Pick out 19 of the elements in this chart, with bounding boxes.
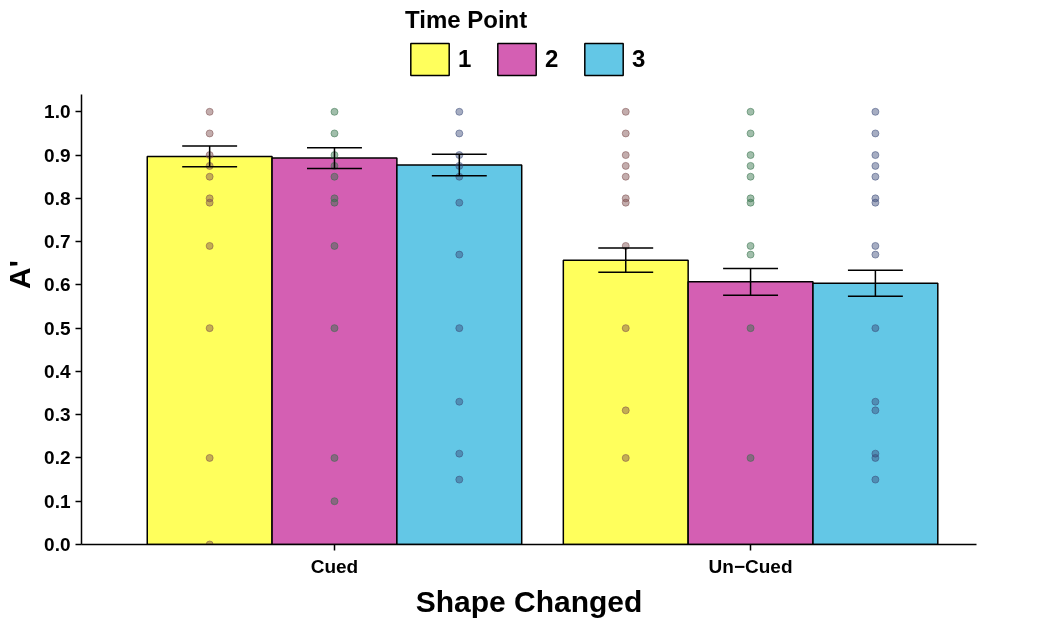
x-tick-label: Un−Cued <box>708 555 793 577</box>
y-tick-label: 0.2 <box>44 447 71 469</box>
y-tick-label: 0.1 <box>44 490 71 512</box>
y-tick-label: 0.8 <box>44 187 71 209</box>
y-tick-label: 0.9 <box>44 144 71 166</box>
y-tick-label: 0.4 <box>44 360 71 382</box>
legend-label: 2 <box>545 45 560 73</box>
legend-label: 3 <box>632 45 647 73</box>
x-axis-title: Shape Changed <box>415 584 643 618</box>
legend-title: Time Point <box>405 6 529 34</box>
x-tick-label: Cued <box>310 555 359 577</box>
y-tick-label: 0.5 <box>44 317 71 339</box>
y-tick-label: 0.7 <box>44 231 71 253</box>
y-tick-label: 1.0 <box>44 101 71 123</box>
legend-label: 1 <box>458 45 473 73</box>
y-tick-label: 0.0 <box>44 534 71 555</box>
y-tick-label: 0.6 <box>44 274 71 296</box>
y-tick-label: 0.3 <box>44 404 71 426</box>
y-axis-title: A' <box>3 260 37 289</box>
